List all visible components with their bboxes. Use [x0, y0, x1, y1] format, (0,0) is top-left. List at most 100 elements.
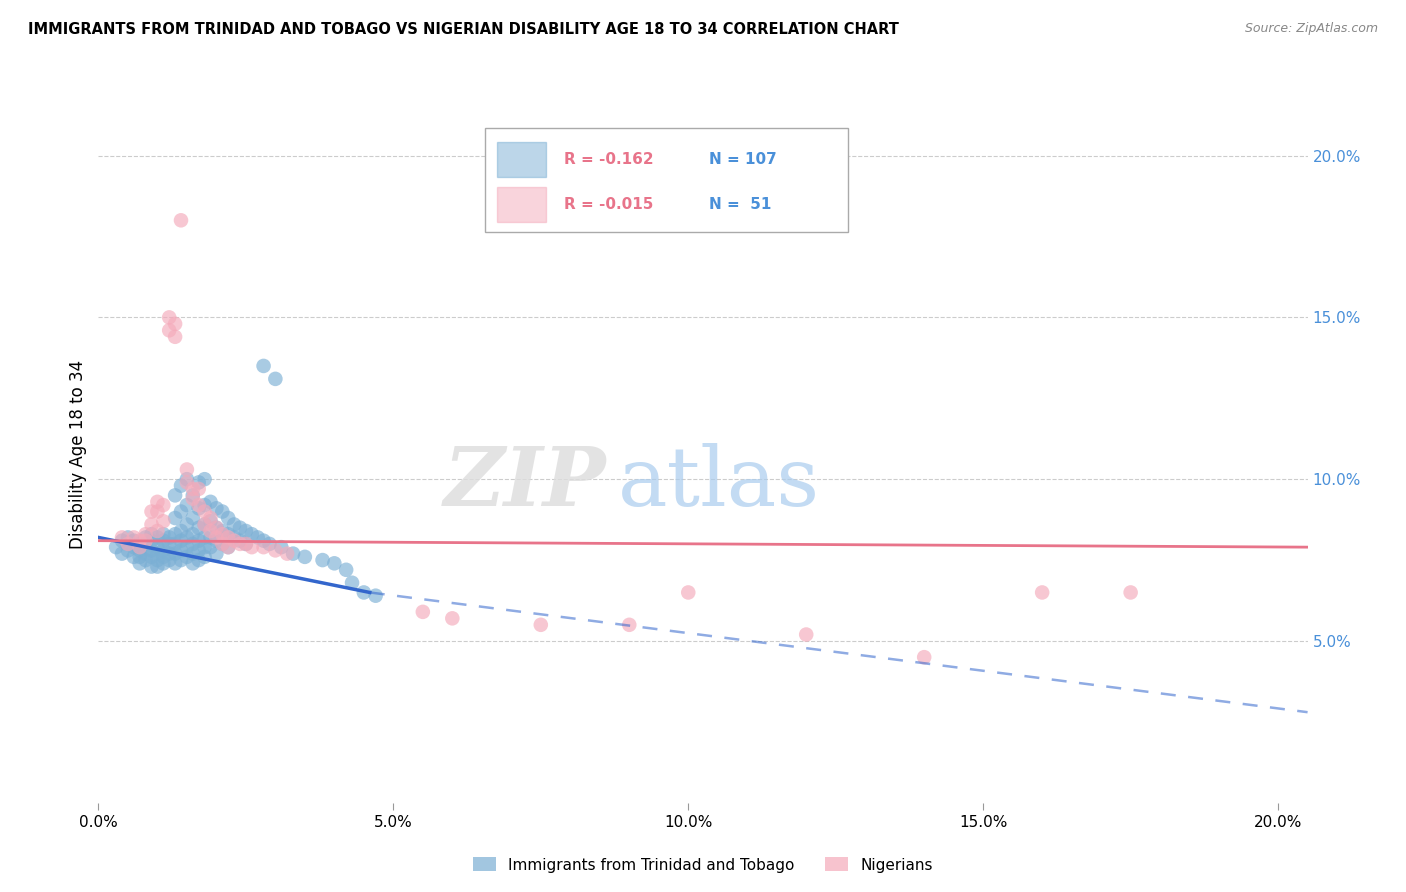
Point	[122, 540, 145, 554]
Point	[211, 537, 233, 551]
Point	[176, 549, 198, 564]
Point	[117, 537, 139, 551]
Point	[187, 482, 209, 496]
Point	[141, 533, 163, 548]
Point	[152, 527, 174, 541]
Point	[170, 213, 193, 227]
Point	[181, 511, 204, 525]
Point	[194, 472, 217, 486]
Point	[111, 547, 134, 561]
Point	[240, 527, 263, 541]
Point	[270, 540, 292, 554]
Point	[128, 557, 150, 571]
Point	[146, 504, 169, 518]
Point	[117, 543, 139, 558]
Point	[211, 527, 233, 541]
Point	[128, 549, 150, 564]
Point	[217, 540, 239, 554]
Point	[157, 310, 180, 325]
Point	[128, 537, 150, 551]
Point	[187, 543, 209, 558]
Point	[222, 533, 245, 548]
Point	[181, 527, 204, 541]
Point	[170, 504, 193, 518]
Point	[311, 553, 333, 567]
Point	[105, 540, 128, 554]
Point	[222, 531, 245, 545]
Point	[165, 330, 187, 344]
Point	[187, 501, 209, 516]
Point	[146, 531, 169, 545]
Point	[211, 524, 233, 538]
Point	[141, 549, 163, 564]
Point	[176, 462, 198, 476]
Point	[146, 547, 169, 561]
Point	[141, 543, 163, 558]
Point	[176, 498, 198, 512]
Point	[165, 317, 187, 331]
Point	[530, 617, 553, 632]
Text: Source: ZipAtlas.com: Source: ZipAtlas.com	[1244, 22, 1378, 36]
Point	[235, 537, 257, 551]
Point	[181, 488, 204, 502]
Point	[229, 537, 252, 551]
Point	[211, 504, 233, 518]
Text: R = -0.015: R = -0.015	[564, 197, 654, 212]
Point	[678, 585, 700, 599]
Point	[170, 543, 193, 558]
Point	[194, 517, 217, 532]
Point	[1031, 585, 1053, 599]
Point	[323, 557, 346, 571]
Point	[619, 617, 641, 632]
Point	[281, 547, 304, 561]
Point	[194, 504, 217, 518]
Point	[135, 547, 157, 561]
Point	[146, 495, 169, 509]
Point	[194, 498, 217, 512]
Point	[912, 650, 935, 665]
Point	[152, 514, 174, 528]
Point	[252, 359, 274, 373]
Text: N = 107: N = 107	[709, 152, 776, 167]
Point	[794, 627, 817, 641]
Point	[170, 553, 193, 567]
Point	[222, 517, 245, 532]
Point	[264, 372, 287, 386]
Point	[200, 531, 222, 545]
Point	[187, 533, 209, 548]
Point	[135, 533, 157, 548]
Point	[170, 478, 193, 492]
Point	[176, 472, 198, 486]
Y-axis label: Disability Age 18 to 34: Disability Age 18 to 34	[69, 360, 87, 549]
Point	[205, 521, 228, 535]
Point	[157, 537, 180, 551]
Point	[146, 553, 169, 567]
Text: IMMIGRANTS FROM TRINIDAD AND TOBAGO VS NIGERIAN DISABILITY AGE 18 TO 34 CORRELAT: IMMIGRANTS FROM TRINIDAD AND TOBAGO VS N…	[28, 22, 898, 37]
Point	[117, 531, 139, 545]
FancyBboxPatch shape	[498, 187, 546, 222]
Point	[187, 553, 209, 567]
Point	[200, 540, 222, 554]
Point	[141, 559, 163, 574]
Point	[135, 537, 157, 551]
Point	[165, 547, 187, 561]
Point	[246, 531, 269, 545]
Point	[200, 511, 222, 525]
Point	[181, 547, 204, 561]
Point	[122, 549, 145, 564]
Point	[205, 521, 228, 535]
Point	[111, 533, 134, 548]
Point	[128, 533, 150, 548]
Point	[128, 540, 150, 554]
Point	[135, 553, 157, 567]
Point	[353, 585, 375, 599]
Point	[135, 527, 157, 541]
Point	[176, 517, 198, 532]
Point	[205, 533, 228, 548]
Point	[217, 540, 239, 554]
Point	[194, 517, 217, 532]
Point	[194, 531, 217, 545]
Point	[122, 533, 145, 548]
Point	[276, 547, 298, 561]
Point	[187, 521, 209, 535]
